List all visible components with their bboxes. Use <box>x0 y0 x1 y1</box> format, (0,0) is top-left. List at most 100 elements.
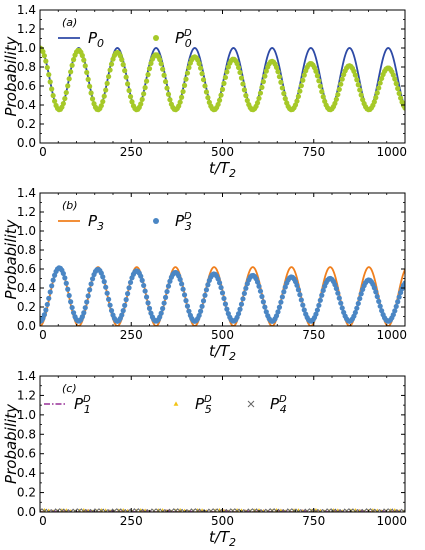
data-point <box>44 64 50 71</box>
data-point <box>390 72 396 78</box>
data-point <box>62 275 68 281</box>
data-point <box>177 99 183 105</box>
data-point <box>383 508 389 512</box>
data-point <box>314 73 320 79</box>
data-point <box>273 64 280 70</box>
data-point <box>62 95 68 102</box>
data-point <box>127 279 134 286</box>
panel-label: (a) <box>62 16 77 29</box>
data-point <box>68 299 74 305</box>
data-point <box>335 91 341 98</box>
data-point <box>395 299 401 305</box>
data-point <box>402 105 405 111</box>
data-point <box>66 76 72 82</box>
data-point <box>295 93 302 99</box>
data-point <box>295 287 302 293</box>
data-point <box>129 99 135 105</box>
data-point <box>107 67 113 73</box>
data-point <box>119 57 125 63</box>
data-point <box>398 95 404 101</box>
data-point <box>122 302 128 308</box>
data-point <box>59 508 65 512</box>
data-point <box>377 80 383 86</box>
data-point <box>122 68 128 74</box>
legend-swatch <box>247 400 255 408</box>
data-point <box>69 62 75 68</box>
legend-label: PD 4 <box>270 394 287 416</box>
data-point <box>376 85 382 91</box>
data-point <box>263 309 269 315</box>
data-point <box>358 92 364 98</box>
data-point <box>361 508 367 512</box>
data-point <box>254 100 261 106</box>
legend-entry: PD 1 <box>44 394 91 416</box>
data-point <box>203 287 210 293</box>
data-point <box>180 286 186 292</box>
data-point <box>278 299 284 305</box>
data-point <box>216 280 223 286</box>
panel-a: 0.0 0.2 0.4 0.6 0.8 1.0 1.2 1.4 0 250 500 750 1000 t/… <box>2 3 407 180</box>
data-point <box>103 87 109 93</box>
data-point <box>291 508 297 512</box>
data-point <box>160 66 166 72</box>
data-point <box>106 73 112 80</box>
legend-swatch <box>153 218 159 224</box>
data-point <box>352 309 358 316</box>
data-point <box>123 74 129 80</box>
data-point <box>224 69 230 75</box>
data-point <box>133 508 140 512</box>
data-point <box>313 311 319 317</box>
data-point <box>379 75 385 82</box>
data-point <box>360 97 366 103</box>
data-point <box>186 308 192 314</box>
data-point <box>265 508 271 512</box>
data-point <box>59 508 65 512</box>
data-point <box>120 62 126 68</box>
legend-label: P3 <box>88 212 104 233</box>
data-point <box>320 94 326 100</box>
data-point <box>370 508 376 512</box>
data-point <box>294 282 300 288</box>
x-tick-label: 250 <box>120 145 143 159</box>
x-tick-label: 500 <box>211 328 234 342</box>
data-point <box>357 295 363 302</box>
data-point <box>68 69 74 75</box>
data-point <box>70 57 77 63</box>
data-point <box>46 72 52 78</box>
data-point <box>301 307 307 313</box>
data-point <box>240 296 246 302</box>
data-point <box>374 293 380 300</box>
data-point <box>47 79 53 85</box>
data-point <box>396 90 402 96</box>
data-point <box>298 83 304 89</box>
data-point <box>238 301 245 307</box>
data-point <box>234 60 240 67</box>
data-point <box>161 300 167 306</box>
data-point <box>100 98 106 105</box>
data-point <box>196 312 202 319</box>
data-point <box>103 284 109 290</box>
data-point <box>70 310 77 316</box>
data-point <box>208 508 214 512</box>
x-tick-label: 1000 <box>376 514 407 528</box>
data-point <box>179 281 185 287</box>
data-point <box>377 303 383 309</box>
data-point <box>84 69 90 76</box>
data-point <box>317 297 323 303</box>
legend-swatch <box>153 35 159 41</box>
data-point <box>244 97 250 104</box>
data-point <box>301 72 307 78</box>
data-point <box>177 508 183 512</box>
data-point <box>40 48 46 55</box>
data-point <box>101 279 107 285</box>
data-point <box>219 86 226 92</box>
data-point <box>60 100 66 107</box>
data-point <box>63 89 69 96</box>
data-point <box>338 81 344 87</box>
x-tick-label: 500 <box>211 145 234 159</box>
y-tick-label: 1.2 <box>17 22 36 36</box>
y-tick-label: 0.6 <box>17 79 36 93</box>
data-point <box>165 91 172 97</box>
data-point <box>146 305 153 311</box>
